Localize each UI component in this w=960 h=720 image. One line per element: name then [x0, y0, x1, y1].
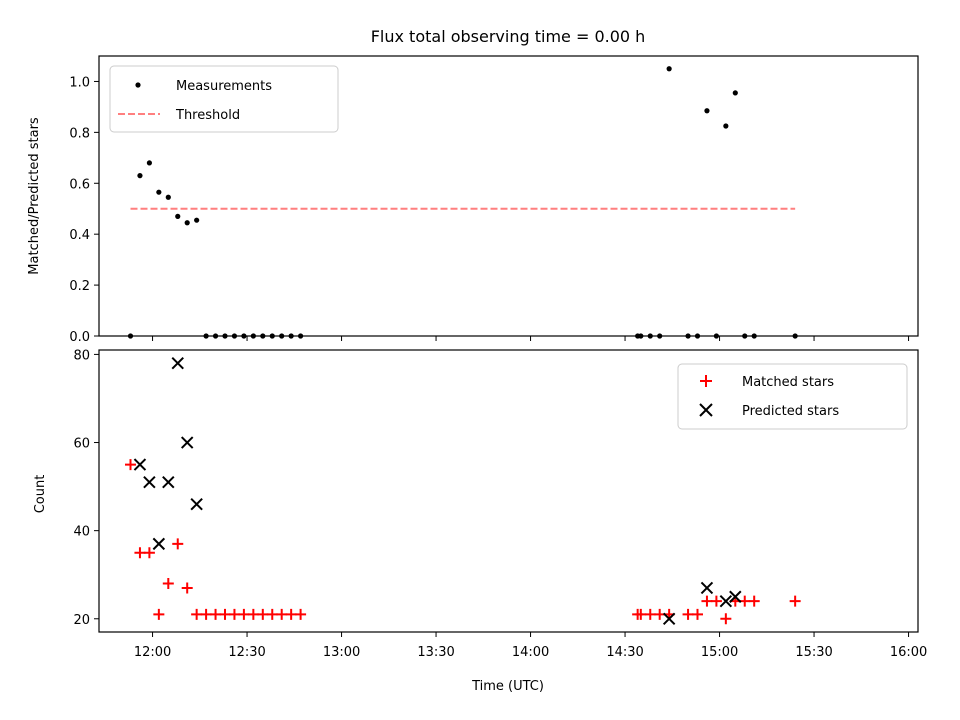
matched-star-point [238, 608, 250, 620]
y-tick-label: 40 [73, 525, 90, 540]
x-tick-label: 14:00 [512, 645, 549, 660]
ratio-panel: Flux total observing time = 0.00 h Match… [27, 27, 919, 345]
legend-label-matched: Matched stars [742, 375, 834, 390]
x-axis-label: Time (UTC) [471, 679, 544, 694]
y-tick-label: 60 [73, 437, 90, 452]
top-legend-box [109, 65, 339, 133]
measurement-point [666, 66, 672, 72]
matched-star-point [143, 547, 155, 559]
measurement-point [194, 217, 200, 223]
matched-star-point [266, 608, 278, 620]
top-axis-ticks: 0.0 0.2 0.4 0.6 0.8 1.0 [69, 75, 910, 345]
matched-star-point [257, 608, 269, 620]
matched-star-point [125, 459, 136, 471]
matched-star-point [789, 595, 801, 607]
chart-title: Flux total observing time = 0.00 h [371, 27, 646, 46]
predicted-star-point [143, 475, 156, 489]
matched-star-point [210, 608, 222, 620]
x-tick-label: 13:30 [417, 645, 454, 660]
y-axis-label-bottom: Count [33, 475, 48, 514]
matched-star-point [644, 608, 656, 620]
y-tick-label: 20 [73, 613, 90, 628]
x-tick-label: 15:30 [795, 645, 832, 660]
legend-label-measurements: Measurements [176, 79, 272, 94]
bottom-legend: Matched stars Predicted stars [677, 363, 908, 430]
matched-star-point [635, 608, 647, 620]
y-tick-label: 0.8 [69, 126, 90, 141]
legend-marker-matched [700, 375, 712, 387]
matched-star-point [710, 595, 722, 607]
matched-star-point [276, 608, 288, 620]
legend-label-threshold: Threshold [175, 108, 240, 123]
measurement-point [732, 90, 738, 96]
bottom-legend-box [677, 363, 908, 430]
predicted-star-point [719, 594, 733, 608]
matched-star-point [162, 578, 174, 590]
bottom-plot-frame [98, 349, 919, 633]
measurement-point [704, 108, 710, 114]
legend-marker-measurements [135, 82, 141, 88]
matched-star-point [219, 608, 231, 620]
predicted-star-point [171, 357, 184, 370]
legend-label-predicted: Predicted stars [742, 404, 839, 419]
matched-star-point [191, 608, 203, 620]
predicted-star-point [190, 498, 203, 511]
measurement-point [156, 189, 162, 195]
matched-star-point [181, 582, 193, 594]
top-legend: Measurements Threshold [109, 65, 339, 133]
legend-marker-predicted [699, 403, 713, 417]
measurement-point [165, 194, 171, 200]
bottom-plot-marks [125, 357, 801, 625]
matched-star-point [748, 595, 760, 607]
predicted-star-point [662, 612, 676, 625]
x-tick-label: 12:00 [134, 645, 171, 660]
measurement-point [146, 160, 152, 166]
matched-star-point [701, 595, 713, 607]
predicted-star-point [700, 581, 714, 595]
measurement-point [723, 123, 729, 129]
y-tick-label: 0.0 [69, 330, 90, 345]
x-tick-label: 12:30 [228, 645, 265, 660]
y-tick-label: 0.4 [69, 228, 90, 243]
predicted-star-point [133, 458, 147, 471]
y-tick-label: 80 [73, 348, 90, 363]
measurement-point [184, 220, 190, 226]
count-panel: Count Time (UTC) 20 40 60 80 12:00 12:30 13:00… [33, 348, 927, 694]
x-tick-label: 13:00 [323, 645, 360, 660]
measurement-point [175, 213, 181, 219]
matched-star-point [720, 613, 732, 625]
top-plot-frame [98, 55, 919, 337]
matched-star-point [153, 608, 165, 620]
matched-star-point [134, 547, 146, 559]
predicted-star-point [152, 537, 166, 551]
y-tick-label: 0.6 [69, 177, 90, 192]
bottom-axis-ticks: 20 40 60 80 12:00 12:30 13:00 13:30 14:00 14:30 15… [73, 348, 927, 660]
matched-star-point [200, 608, 212, 620]
matched-star-point [172, 538, 184, 550]
predicted-star-point [162, 475, 175, 489]
matched-star-point [285, 608, 297, 620]
x-tick-label: 15:00 [701, 645, 738, 660]
y-axis-label-top: Matched/Predicted stars [27, 117, 42, 275]
matched-star-point [247, 608, 259, 620]
top-plot-marks [127, 66, 798, 339]
matched-star-point [692, 608, 703, 620]
measurement-point [137, 173, 143, 179]
matched-star-point [682, 608, 694, 620]
matched-star-point [228, 608, 240, 620]
matched-star-point [295, 608, 307, 620]
predicted-star-point [729, 590, 742, 603]
x-tick-label: 14:30 [606, 645, 643, 660]
predicted-star-point [180, 436, 194, 449]
x-tick-label: 16:00 [890, 645, 927, 660]
y-tick-label: 0.2 [69, 279, 90, 294]
y-tick-label: 1.0 [69, 75, 90, 90]
